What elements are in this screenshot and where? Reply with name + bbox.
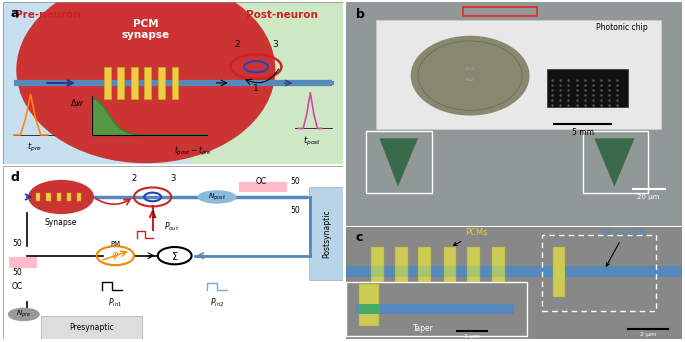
Text: $\Sigma$: $\Sigma$ [171,250,179,262]
Text: 1: 1 [253,84,259,93]
FancyBboxPatch shape [36,193,40,201]
FancyBboxPatch shape [131,67,138,99]
FancyBboxPatch shape [3,2,190,164]
FancyBboxPatch shape [376,19,662,129]
Text: PM: PM [110,241,121,248]
FancyBboxPatch shape [419,247,431,297]
Text: 3: 3 [171,174,175,183]
Text: c: c [356,231,363,244]
FancyBboxPatch shape [3,166,342,339]
FancyBboxPatch shape [356,304,514,314]
Text: 1 μm: 1 μm [464,334,479,339]
Text: 2 μm: 2 μm [640,332,656,337]
FancyBboxPatch shape [8,256,37,268]
FancyBboxPatch shape [346,282,527,337]
Text: Post-neuron: Post-neuron [245,10,317,20]
FancyBboxPatch shape [77,193,81,201]
Circle shape [29,181,93,213]
FancyBboxPatch shape [67,193,71,201]
FancyBboxPatch shape [172,67,178,99]
FancyBboxPatch shape [145,67,151,99]
Text: 20 μm: 20 μm [637,194,659,200]
Text: 2015: 2015 [465,67,475,71]
Text: $P_{in1}$: $P_{in1}$ [108,296,123,308]
Text: $\varphi$: $\varphi$ [111,250,119,262]
FancyBboxPatch shape [493,266,505,277]
Text: OC: OC [12,282,23,291]
FancyBboxPatch shape [346,266,682,277]
FancyBboxPatch shape [158,67,165,99]
FancyBboxPatch shape [190,2,342,164]
FancyBboxPatch shape [444,247,456,297]
Text: 3: 3 [272,40,277,49]
FancyBboxPatch shape [57,193,61,201]
Text: $t_{pre}$: $t_{pre}$ [27,141,41,155]
Text: Waveguide: Waveguide [601,228,648,266]
Text: $t_{post}$: $t_{post}$ [303,135,321,148]
Text: 50: 50 [290,177,300,186]
FancyBboxPatch shape [47,193,51,201]
FancyBboxPatch shape [395,247,408,297]
Text: Synapse: Synapse [45,218,77,227]
FancyBboxPatch shape [547,69,628,107]
Text: 5 mm: 5 mm [571,128,594,137]
Text: Presynaptic: Presynaptic [69,323,114,332]
Text: 50: 50 [12,239,22,248]
FancyBboxPatch shape [395,266,408,277]
FancyBboxPatch shape [444,266,456,277]
Text: b: b [356,9,365,22]
Text: 1: 1 [150,211,155,220]
FancyBboxPatch shape [117,67,124,99]
Text: $t_{post}-t_{pre}$: $t_{post}-t_{pre}$ [175,145,212,158]
Text: a: a [10,6,18,19]
FancyBboxPatch shape [371,247,384,297]
Text: $N_{pre}$: $N_{pre}$ [16,308,32,320]
Text: Pre-neuron: Pre-neuron [14,10,80,20]
Text: PCMs: PCMs [453,228,488,246]
Ellipse shape [199,191,236,203]
FancyBboxPatch shape [346,227,682,339]
FancyBboxPatch shape [40,316,142,339]
Text: Taper: Taper [413,324,434,332]
Text: PCM
synapse: PCM synapse [122,18,170,40]
Text: $P_{in2}$: $P_{in2}$ [210,296,224,308]
FancyBboxPatch shape [360,284,379,326]
Text: d: d [10,171,19,184]
FancyBboxPatch shape [467,247,480,297]
FancyBboxPatch shape [360,304,379,314]
Text: $N_{post}$: $N_{post}$ [208,191,226,203]
Polygon shape [595,139,634,186]
Text: 2: 2 [132,174,136,183]
Text: 50: 50 [290,206,300,215]
Polygon shape [379,139,418,186]
FancyBboxPatch shape [419,266,431,277]
Text: 2: 2 [234,40,240,49]
FancyBboxPatch shape [308,187,344,280]
Text: 50: 50 [12,268,22,277]
FancyBboxPatch shape [493,247,505,297]
FancyBboxPatch shape [336,0,685,233]
Text: $P_{out}$: $P_{out}$ [164,220,180,233]
Polygon shape [356,304,376,313]
Text: ELIZ: ELIZ [466,78,475,82]
Text: Postsynaptic: Postsynaptic [322,209,331,258]
FancyBboxPatch shape [553,247,565,297]
Text: Photonic chip: Photonic chip [597,23,648,32]
Ellipse shape [17,0,275,162]
FancyBboxPatch shape [371,266,384,277]
FancyBboxPatch shape [104,67,110,99]
Ellipse shape [8,308,39,320]
FancyBboxPatch shape [239,182,286,192]
Text: $\Delta w$: $\Delta w$ [71,97,85,108]
Circle shape [412,37,529,115]
FancyBboxPatch shape [467,266,480,277]
Text: OC: OC [256,177,266,186]
